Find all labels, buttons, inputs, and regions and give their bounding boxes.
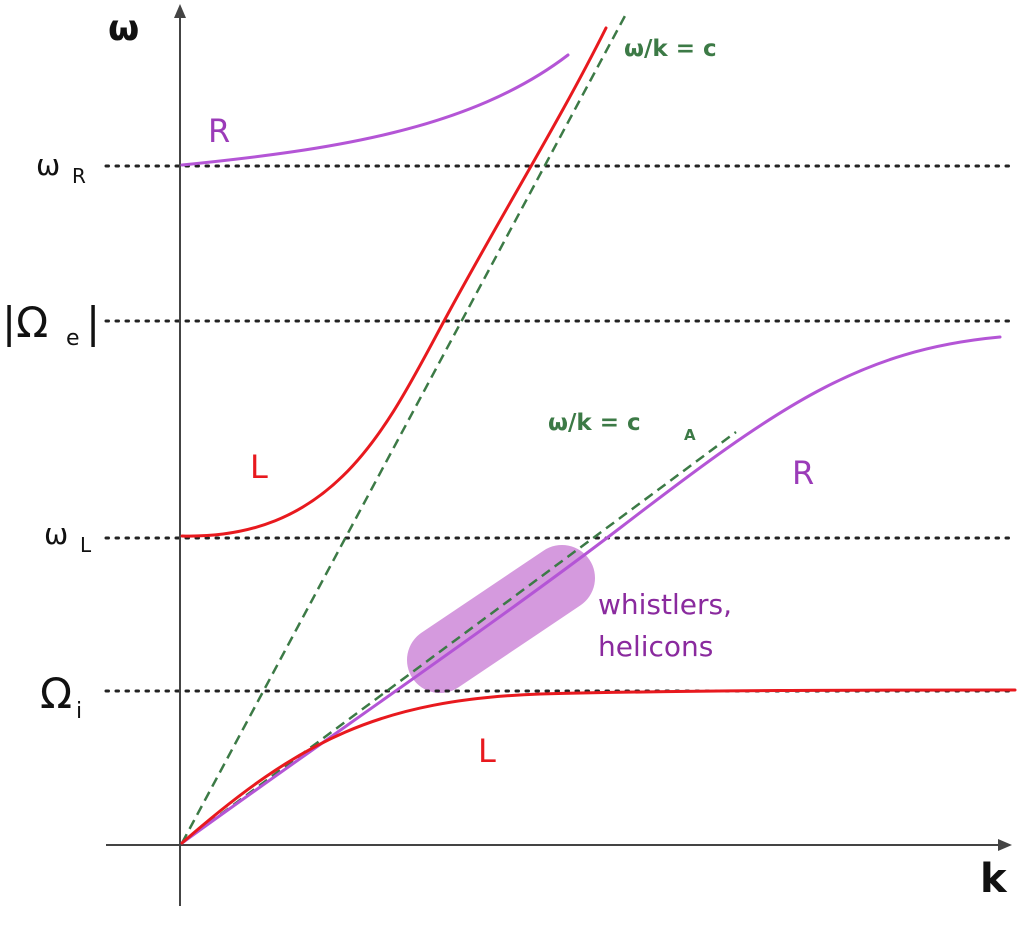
alfven-line-label-subscript: A (684, 426, 696, 444)
L-lower-label: L (478, 732, 496, 770)
L-upper-label: L (250, 448, 268, 486)
omega-e-symbol: |Ω (2, 298, 48, 347)
R-mode-upper-branch (180, 53, 570, 167)
helicons-annotation: helicons (598, 630, 713, 663)
omega-e-label: |Ω e | (2, 298, 100, 351)
light-line-asymptote (180, 13, 628, 844)
alfven-line-asymptote (181, 430, 737, 845)
asymptotes (180, 13, 737, 845)
light-line-label: ω/k = c (624, 36, 717, 62)
omega-R-subscript: R (72, 164, 86, 188)
alfven-line-label-text: ω/k = c (548, 410, 641, 436)
omega-i-subscript: i (76, 699, 82, 724)
curves (180, 26, 1017, 845)
level-lines (104, 164, 1017, 693)
omega-R-symbol: ω (36, 148, 60, 182)
axes (106, 4, 1012, 906)
x-axis-label: k (980, 856, 1008, 902)
alfven-line-label: ω/k = c A (548, 410, 696, 444)
omega-L-subscript: L (80, 533, 92, 557)
x-axis-arrowhead (998, 839, 1012, 851)
omega-i-label: Ω i (40, 669, 82, 724)
y-axis-label: ω (108, 8, 139, 49)
L-mode-ion-cyclotron-branch (180, 688, 1017, 845)
R-lower-label: R (792, 454, 814, 492)
omega-e-closing-bar: | (86, 298, 100, 347)
omega-R-label: ω R (36, 148, 86, 188)
R-upper-label: R (208, 112, 230, 150)
whistlers-annotation: whistlers, (598, 588, 732, 621)
y-axis-arrowhead (174, 4, 186, 18)
omega-i-symbol: Ω (40, 669, 72, 718)
omega-L-label: ω L (44, 517, 92, 557)
L-mode-upper-branch (180, 26, 608, 538)
R-mode-whistler-branch (180, 335, 1002, 845)
omega-L-symbol: ω (44, 517, 68, 551)
omega-e-subscript: e (66, 326, 80, 351)
